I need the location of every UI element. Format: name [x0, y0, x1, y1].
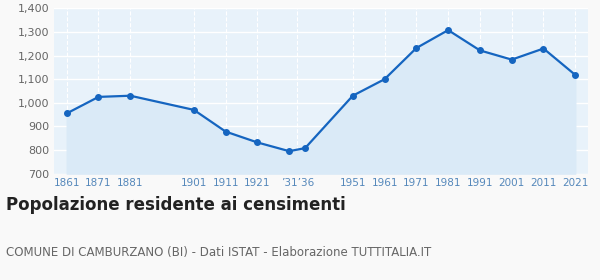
Text: COMUNE DI CAMBURZANO (BI) - Dati ISTAT - Elaborazione TUTTITALIA.IT: COMUNE DI CAMBURZANO (BI) - Dati ISTAT -… — [6, 246, 431, 259]
Text: Popolazione residente ai censimenti: Popolazione residente ai censimenti — [6, 196, 346, 214]
